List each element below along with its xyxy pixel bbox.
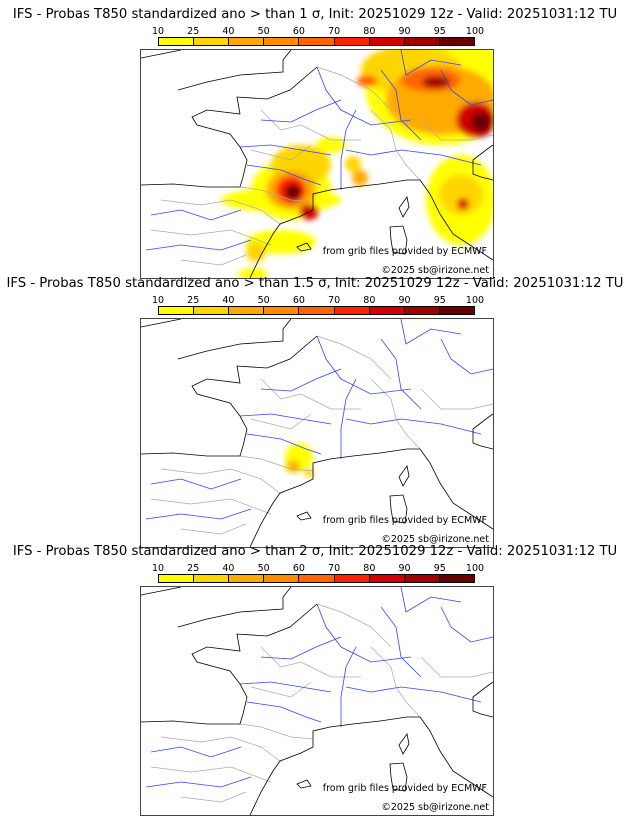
colorbar-tick-label: 70 xyxy=(328,26,341,37)
colorbar xyxy=(158,306,475,315)
colorbar-tick-label: 100 xyxy=(465,26,485,37)
colorbar-tick-label: 50 xyxy=(257,295,270,306)
colorbar-tick-label: 80 xyxy=(363,563,376,574)
colorbar-tick-label: 40 xyxy=(222,295,235,306)
colorbar-tick-label: 95 xyxy=(433,563,446,574)
colorbar-tick-label: 90 xyxy=(398,26,411,37)
colorbar-tick-label: 40 xyxy=(222,563,235,574)
colorbar-segment xyxy=(334,307,370,314)
rivers xyxy=(145,587,493,788)
source-credit: from grib files provided by ECMWF xyxy=(322,783,487,794)
probability-field xyxy=(221,50,493,278)
colorbar-tick-label: 10 xyxy=(151,295,165,306)
colorbar-tick-label: 10 xyxy=(151,563,165,574)
colorbar-tick-label: 25 xyxy=(187,26,200,37)
colorbar-segment xyxy=(404,575,440,582)
colorbar-segment xyxy=(369,38,405,45)
colorbar-tick-label: 60 xyxy=(292,563,305,574)
colorbar-tick-label: 60 xyxy=(292,26,305,37)
colorbar-segment xyxy=(299,575,335,582)
coastline xyxy=(141,50,493,278)
source-credit: from grib files provided by ECMWF xyxy=(322,246,487,257)
colorbar-segment xyxy=(264,307,300,314)
probability-area xyxy=(352,170,368,186)
copyright-credit: ©2025 sb@irizone.net xyxy=(381,802,489,813)
colorbar-tick-label: 60 xyxy=(292,295,305,306)
colorbar-tick-label: 10 xyxy=(151,26,165,37)
coastline xyxy=(141,319,493,547)
panel-title: IFS - Probas T850 standardized ano > tha… xyxy=(6,276,624,291)
probability-map: from grib files provided by ECMWF ©2025 … xyxy=(140,318,494,548)
copyright-credit: ©2025 sb@irizone.net xyxy=(381,534,489,545)
probability-map: from grib files provided by ECMWF ©2025 … xyxy=(140,586,494,816)
colorbar-tick-label: 50 xyxy=(257,26,270,37)
admin-borders xyxy=(150,335,493,535)
probability-area xyxy=(345,156,361,172)
colorbar-segment xyxy=(439,307,474,314)
colorbar-tick-label: 70 xyxy=(328,295,341,306)
panel-title: IFS - Probas T850 standardized ano > tha… xyxy=(12,544,618,559)
colorbar-segment xyxy=(229,38,265,45)
colorbar-segment xyxy=(334,575,370,582)
colorbar-tick-label: 25 xyxy=(187,563,200,574)
colorbar-segment xyxy=(264,575,300,582)
colorbar-tick-label: 70 xyxy=(328,563,341,574)
probability-area xyxy=(246,242,266,262)
colorbar-segment xyxy=(334,38,370,45)
colorbar-segment xyxy=(299,38,335,45)
probability-area xyxy=(285,184,301,200)
colorbar-tick-label: 50 xyxy=(257,563,270,574)
coastline xyxy=(141,587,493,815)
probability-map: from grib files provided by ECMWF ©2025 … xyxy=(140,49,494,279)
colorbar xyxy=(158,37,475,46)
colorbar-segment xyxy=(264,38,300,45)
colorbar-segment xyxy=(159,38,195,45)
colorbar-segment xyxy=(229,575,265,582)
probability-area xyxy=(439,175,483,215)
colorbar-segment xyxy=(194,38,230,45)
probability-area xyxy=(457,198,469,210)
colorbar-tick-label: 95 xyxy=(433,295,446,306)
colorbar-tick-label: 80 xyxy=(363,295,376,306)
colorbar-tick-label: 100 xyxy=(465,295,485,306)
colorbar-segment xyxy=(439,575,474,582)
colorbar-segment xyxy=(159,307,195,314)
probability-area xyxy=(357,75,377,87)
colorbar-ticks: 10 25 40 50 60 70 80 90 95 100 xyxy=(152,295,484,306)
colorbar-ticks: 10 25 40 50 60 70 80 90 95 100 xyxy=(152,563,484,574)
rivers xyxy=(145,319,493,520)
colorbar-segment xyxy=(194,307,230,314)
colorbar-segment xyxy=(404,307,440,314)
colorbar-segment xyxy=(369,575,405,582)
admin-borders xyxy=(150,603,493,803)
probability-field xyxy=(285,443,314,477)
colorbar-tick-label: 25 xyxy=(187,295,200,306)
colorbar-segment xyxy=(439,38,474,45)
probability-area xyxy=(238,268,268,278)
panel-title: IFS - Probas T850 standardized ano > tha… xyxy=(12,7,618,22)
source-credit: from grib files provided by ECMWF xyxy=(322,515,487,526)
colorbar-ticks: 10 25 40 50 60 70 80 90 95 100 xyxy=(152,26,484,37)
colorbar-tick-label: 80 xyxy=(363,26,376,37)
colorbar xyxy=(158,574,475,583)
colorbar-tick-label: 90 xyxy=(398,563,411,574)
rivers xyxy=(145,50,493,251)
probability-area xyxy=(471,112,491,132)
colorbar-tick-label: 90 xyxy=(398,295,411,306)
colorbar-tick-label: 40 xyxy=(222,26,235,37)
probability-area xyxy=(422,76,450,88)
colorbar-segment xyxy=(229,307,265,314)
colorbar-segment xyxy=(194,575,230,582)
copyright-credit: ©2025 sb@irizone.net xyxy=(381,265,489,276)
colorbar-segment xyxy=(404,38,440,45)
colorbar-segment xyxy=(299,307,335,314)
probability-area xyxy=(316,137,346,153)
colorbar-tick-label: 95 xyxy=(433,26,446,37)
colorbar-tick-label: 100 xyxy=(465,563,485,574)
colorbar-segment xyxy=(159,575,195,582)
colorbar-segment xyxy=(369,307,405,314)
